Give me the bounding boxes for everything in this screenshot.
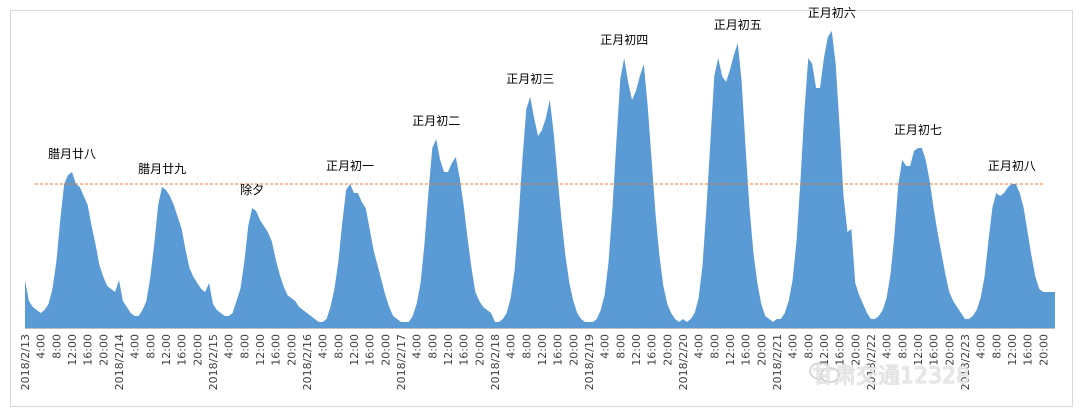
x-tick-time-label: 4:00 — [129, 334, 142, 359]
x-tick-time-label: 12:00 — [818, 334, 831, 366]
x-tick-time-label: 8:00 — [708, 334, 721, 359]
x-tick-time-label: 8:00 — [990, 334, 1003, 359]
peak-annotation: 正月初三 — [506, 72, 554, 86]
x-tick-time-label: 12:00 — [442, 334, 455, 366]
x-tick-time-label: 8:00 — [426, 334, 439, 359]
x-tick-date-label: 2018/2/14 — [113, 334, 126, 390]
peak-annotation: 正月初七 — [894, 123, 942, 137]
x-tick-time-label: 16:00 — [928, 334, 941, 366]
x-tick-time-label: 20:00 — [473, 334, 486, 366]
x-tick-time-label: 12:00 — [912, 334, 925, 366]
x-tick-time-label: 4:00 — [505, 334, 518, 359]
series-area — [25, 31, 1055, 328]
x-tick-time-label: 12:00 — [348, 334, 361, 366]
x-tick-time-label: 16:00 — [458, 334, 471, 366]
peak-annotation: 正月初四 — [600, 33, 648, 47]
x-tick-time-label: 16:00 — [646, 334, 659, 366]
x-tick-time-label: 16:00 — [834, 334, 847, 366]
x-tick-date-label: 2018/2/15 — [207, 334, 220, 390]
x-tick-time-label: 20:00 — [755, 334, 768, 366]
x-tick-time-label: 20:00 — [97, 334, 110, 366]
x-tick-date-label: 2018/2/18 — [489, 334, 502, 390]
x-tick-time-label: 16:00 — [364, 334, 377, 366]
peak-annotation: 正月初一 — [326, 159, 374, 173]
x-tick-time-label: 20:00 — [1037, 334, 1050, 366]
x-tick-time-label: 8:00 — [896, 334, 909, 359]
peak-annotation: 正月初二 — [412, 114, 460, 128]
peak-annotation: 正月初五 — [714, 18, 762, 32]
x-tick-time-label: 20:00 — [943, 334, 956, 366]
peak-annotation: 正月初六 — [808, 6, 856, 20]
x-tick-time-label: 4:00 — [881, 334, 894, 359]
x-tick-time-label: 8:00 — [50, 334, 63, 359]
x-tick-date-label: 2018/2/19 — [583, 334, 596, 390]
x-tick-time-label: 8:00 — [520, 334, 533, 359]
x-tick-time-label: 20:00 — [379, 334, 392, 366]
x-tick-time-label: 12:00 — [536, 334, 549, 366]
x-tick-time-label: 12:00 — [1006, 334, 1019, 366]
x-tick-time-label: 16:00 — [1022, 334, 1035, 366]
x-tick-time-label: 8:00 — [802, 334, 815, 359]
x-tick-time-label: 8:00 — [332, 334, 345, 359]
x-tick-time-label: 20:00 — [567, 334, 580, 366]
x-tick-date-label: 2018/2/13 — [19, 334, 32, 390]
x-tick-time-label: 4:00 — [317, 334, 330, 359]
peak-annotation: 除夕 — [240, 182, 264, 197]
x-tick-date-label: 2018/2/16 — [301, 334, 314, 390]
x-tick-date-label: 2018/2/20 — [677, 334, 690, 390]
x-tick-time-label: 4:00 — [599, 334, 612, 359]
peak-annotation: 腊月廿八 — [48, 147, 96, 161]
x-tick-time-label: 4:00 — [35, 334, 48, 359]
x-tick-time-label: 20:00 — [849, 334, 862, 366]
x-tick-time-label: 8:00 — [614, 334, 627, 359]
x-tick-time-label: 16:00 — [176, 334, 189, 366]
x-tick-time-label: 4:00 — [975, 334, 988, 359]
x-tick-time-label: 16:00 — [82, 334, 95, 366]
x-tick-time-label: 16:00 — [270, 334, 283, 366]
x-tick-date-label: 2018/2/22 — [865, 334, 878, 390]
x-tick-time-label: 20:00 — [661, 334, 674, 366]
x-tick-time-label: 12:00 — [66, 334, 79, 366]
x-tick-date-label: 2018/2/21 — [771, 334, 784, 390]
peak-annotation: 腊月廿九 — [138, 162, 186, 176]
x-tick-time-label: 8:00 — [144, 334, 157, 359]
x-tick-time-label: 4:00 — [223, 334, 236, 359]
watermark-text: 甘肃交通12328 — [812, 364, 970, 389]
x-tick-time-label: 12:00 — [630, 334, 643, 366]
wechat-icon — [809, 362, 840, 383]
x-tick-time-label: 20:00 — [191, 334, 204, 366]
x-tick-time-label: 8:00 — [238, 334, 251, 359]
x-tick-time-label: 12:00 — [160, 334, 173, 366]
x-tick-date-label: 2018/2/23 — [959, 334, 972, 390]
x-tick-time-label: 16:00 — [552, 334, 565, 366]
x-tick-time-label: 4:00 — [693, 334, 706, 359]
x-tick-time-label: 16:00 — [740, 334, 753, 366]
peak-annotation: 正月初八 — [988, 159, 1036, 173]
x-tick-time-label: 4:00 — [411, 334, 424, 359]
x-tick-time-label: 4:00 — [787, 334, 800, 359]
x-tick-date-label: 2018/2/17 — [395, 334, 408, 390]
x-tick-time-label: 20:00 — [285, 334, 298, 366]
x-tick-time-label: 12:00 — [254, 334, 267, 366]
x-tick-time-label: 12:00 — [724, 334, 737, 366]
